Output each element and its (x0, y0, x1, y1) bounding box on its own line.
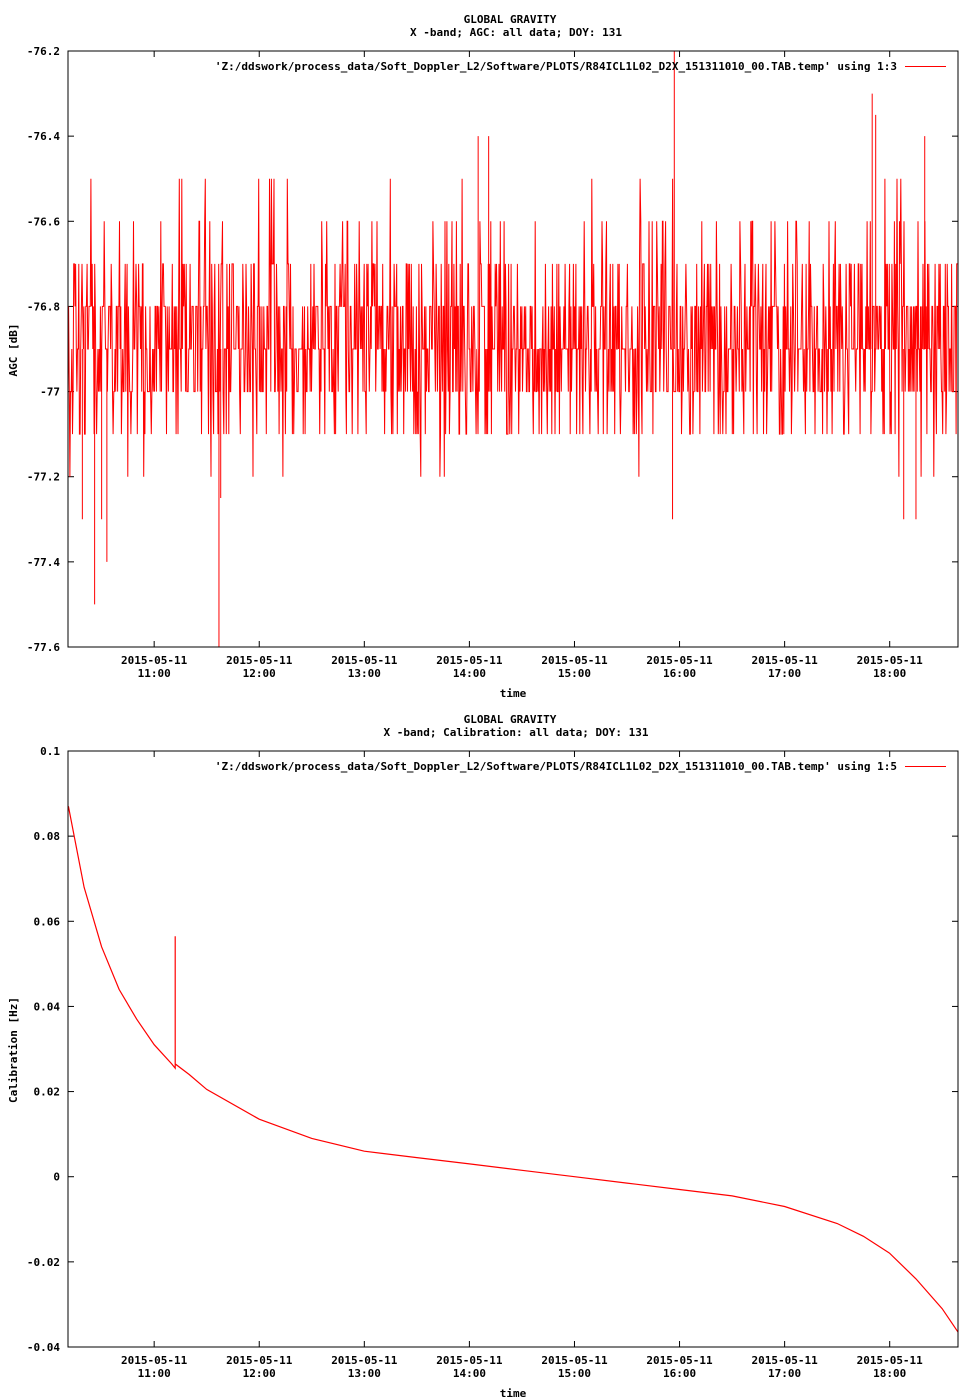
y-axis-ticks: 0.1 0.08 0.06 0.04 0.02 0 -0.02 -0.04 (27, 745, 958, 1354)
chart-title: GLOBAL GRAVITY (464, 13, 557, 26)
calibration-chart: GLOBAL GRAVITY X -band; Calibration: all… (7, 713, 959, 1400)
y-tick-label: 0.1 (40, 745, 60, 758)
plot-frame (67, 50, 959, 648)
x-tick-date: 2015-05-11 (436, 654, 503, 667)
x-tick-time: 15:00 (558, 667, 591, 680)
x-tick-time: 16:00 (663, 1367, 696, 1380)
y-tick-label: 0.06 (34, 915, 61, 928)
y-tick-label: -0.02 (27, 1256, 60, 1269)
y-tick-label: 0.02 (34, 1086, 61, 1099)
y-tick-label: -77.2 (27, 471, 60, 484)
x-tick-time: 18:00 (873, 1367, 906, 1380)
x-tick-date: 2015-05-11 (646, 654, 713, 667)
y-axis-label: AGC [dB] (7, 324, 20, 377)
x-tick-date: 2015-05-11 (226, 1354, 293, 1367)
x-axis-ticks: 2015-05-1111:002015-05-1112:002015-05-11… (121, 751, 923, 1380)
y-tick-label: -76.8 (27, 300, 60, 313)
y-axis-label: Calibration [Hz] (7, 997, 20, 1103)
x-tick-time: 17:00 (768, 667, 801, 680)
x-tick-date: 2015-05-11 (646, 1354, 713, 1367)
y-tick-label: -77.4 (27, 556, 60, 569)
x-tick-time: 13:00 (348, 1367, 381, 1380)
x-tick-time: 13:00 (348, 667, 381, 680)
x-tick-time: 11:00 (138, 667, 171, 680)
x-axis-label: time (500, 687, 527, 700)
y-tick-label: 0 (53, 1171, 60, 1184)
chart-subtitle: X -band; Calibration: all data; DOY: 131 (384, 726, 649, 739)
x-tick-date: 2015-05-11 (121, 1354, 188, 1367)
x-tick-time: 12:00 (243, 1367, 276, 1380)
x-axis-ticks: 2015-05-1111:002015-05-1112:002015-05-11… (121, 51, 923, 680)
x-tick-time: 12:00 (243, 667, 276, 680)
y-tick-label: 0.08 (34, 830, 61, 843)
x-tick-date: 2015-05-11 (436, 1354, 503, 1367)
x-tick-date: 2015-05-11 (857, 654, 924, 667)
calibration-series-line (67, 806, 959, 1333)
x-tick-date: 2015-05-11 (121, 654, 188, 667)
y-tick-label: -76.6 (27, 215, 60, 228)
y-tick-label: 0.04 (34, 1000, 61, 1013)
agc-chart: GLOBAL GRAVITY X -band; AGC: all data; D… (7, 13, 959, 700)
x-tick-date: 2015-05-11 (541, 654, 608, 667)
x-tick-time: 14:00 (453, 667, 486, 680)
series-layer (67, 51, 958, 647)
y-tick-label: -0.04 (27, 1341, 60, 1354)
x-tick-time: 17:00 (768, 1367, 801, 1380)
x-tick-time: 11:00 (138, 1367, 171, 1380)
x-tick-date: 2015-05-11 (857, 1354, 924, 1367)
y-tick-label: -76.4 (27, 130, 60, 143)
x-tick-date: 2015-05-11 (752, 1354, 819, 1367)
chart-title: GLOBAL GRAVITY (464, 713, 557, 726)
x-tick-time: 18:00 (873, 667, 906, 680)
legend-label: 'Z:/ddswork/process_data/Soft_Doppler_L2… (215, 60, 897, 73)
x-tick-time: 15:00 (558, 1367, 591, 1380)
x-axis-label: time (500, 1387, 527, 1400)
plot-frame (67, 750, 959, 1348)
y-tick-label: -76.2 (27, 45, 60, 58)
x-tick-time: 16:00 (663, 667, 696, 680)
x-tick-date: 2015-05-11 (331, 654, 398, 667)
x-tick-date: 2015-05-11 (752, 654, 819, 667)
y-tick-label: -77 (40, 386, 60, 399)
agc-series-line (67, 178, 958, 477)
legend-label: 'Z:/ddswork/process_data/Soft_Doppler_L2… (215, 760, 897, 773)
x-tick-date: 2015-05-11 (331, 1354, 398, 1367)
x-tick-date: 2015-05-11 (226, 654, 293, 667)
y-tick-label: -77.6 (27, 641, 60, 654)
series-layer (67, 806, 959, 1333)
x-tick-date: 2015-05-11 (541, 1354, 608, 1367)
chart-subtitle: X -band; AGC: all data; DOY: 131 (410, 26, 622, 39)
x-tick-time: 14:00 (453, 1367, 486, 1380)
